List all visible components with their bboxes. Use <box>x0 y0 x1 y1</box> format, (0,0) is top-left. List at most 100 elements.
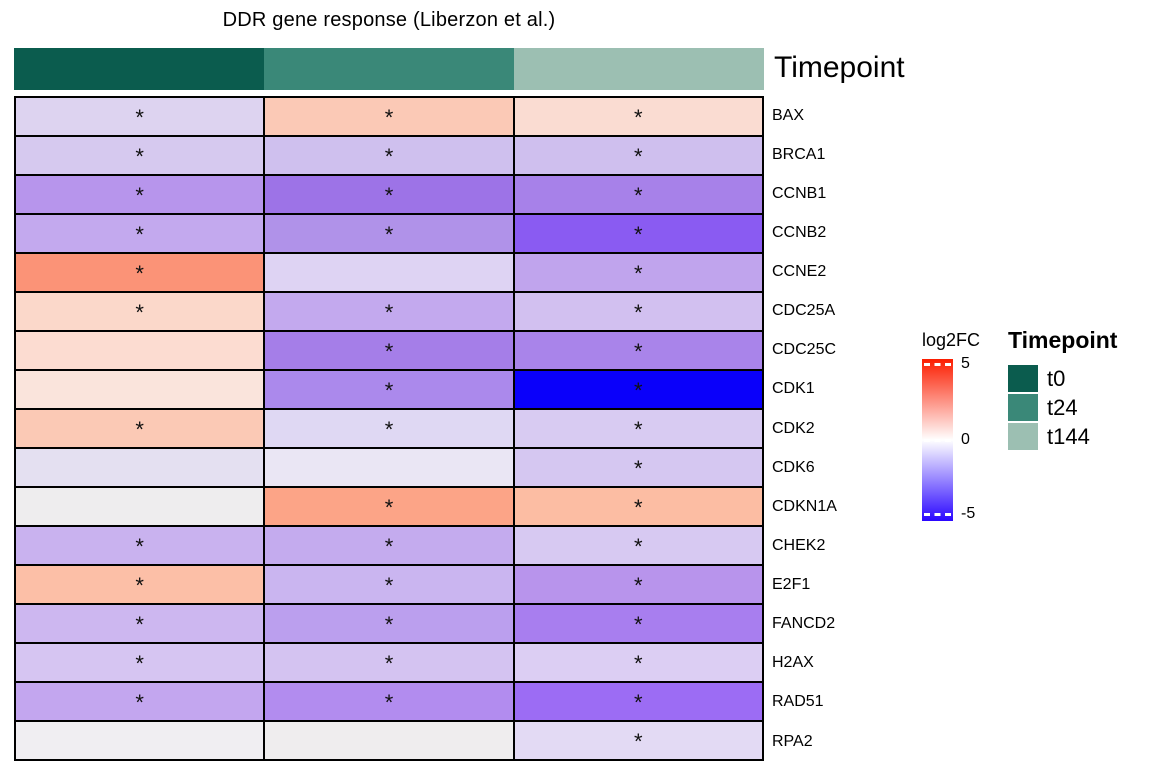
heatmap-cell-E2F1-t0: * <box>16 566 264 603</box>
heatmap-cell-CHEK2-t144: * <box>514 527 762 564</box>
significance-marker: * <box>634 728 643 754</box>
significance-marker: * <box>135 650 144 676</box>
colorbar-tick-dash <box>924 513 951 516</box>
heatmap-cell-BRCA1-t0: * <box>16 137 264 174</box>
heatmap-cell-H2AX-t0: * <box>16 644 264 681</box>
gene-label-CCNB1: CCNB1 <box>772 184 827 202</box>
gene-label-FANCD2: FANCD2 <box>772 615 836 633</box>
heatmap-cell-CCNB2-t0: * <box>16 215 264 252</box>
timepoint-label-t144: t144 <box>1047 424 1090 449</box>
heatmap-cell-H2AX-t24: * <box>265 644 513 681</box>
annotation-segment-t144 <box>514 48 764 90</box>
timepoint-legend-items: t0 t24 t144 <box>1008 365 1117 450</box>
significance-marker: * <box>634 455 643 481</box>
heatmap-cell-E2F1-t144: * <box>514 566 762 603</box>
heatmap-cell-CDK1-t24: * <box>265 371 513 408</box>
significance-marker: * <box>384 572 394 598</box>
significance-marker: * <box>135 533 144 559</box>
gene-label-CDK1: CDK1 <box>772 380 815 398</box>
timepoint-swatch-t24 <box>1008 394 1038 421</box>
significance-marker: * <box>384 533 394 559</box>
significance-marker: * <box>384 494 394 520</box>
heatmap-cell-RPA2-t0 <box>16 722 264 759</box>
timepoint-legend-title: Timepoint <box>1008 327 1118 353</box>
annotation-segment-t24 <box>264 48 514 90</box>
gene-label-H2AX: H2AX <box>772 654 814 672</box>
heatmap-cell-CDK2-t24: * <box>265 410 513 447</box>
colorbar-tick-label: 5 <box>961 355 970 372</box>
heatmap-cell-BAX-t24: * <box>265 98 513 135</box>
significance-marker: * <box>384 299 394 325</box>
significance-marker: * <box>634 182 643 208</box>
chart-title: DDR gene response (Liberzon et al.) <box>222 9 556 31</box>
significance-marker: * <box>135 416 144 442</box>
significance-marker: * <box>634 533 643 559</box>
significance-marker: * <box>135 143 144 169</box>
significance-marker: * <box>384 143 394 169</box>
gene-label-column: BAX BRCA1 CCNB1 CCNB2 CCNE2 CDC25A CDC25C CDK1 C… <box>772 96 837 761</box>
heatmap-cell-CCNE2-t0: * <box>16 254 264 291</box>
significance-marker: * <box>135 182 144 208</box>
significance-marker: * <box>135 104 144 130</box>
gene-label-RPA2: RPA2 <box>772 732 813 750</box>
heatmap-cell-CCNE2-t144: * <box>514 254 762 291</box>
colorbar-tick-dash <box>924 439 951 442</box>
significance-marker: * <box>384 416 394 442</box>
heatmap-cell-RAD51-t0: * <box>16 683 264 720</box>
significance-marker: * <box>634 260 643 286</box>
colorbar-tick-label: 0 <box>961 431 970 448</box>
timepoint-legend-item-t144: t144 <box>1008 423 1117 450</box>
heatmap-cell-CDC25A-t0: * <box>16 293 264 330</box>
significance-marker: * <box>135 572 144 598</box>
significance-marker: * <box>384 221 394 247</box>
heatmap-cell-CCNB1-t144: * <box>514 176 762 213</box>
heatmap-cell-FANCD2-t144: * <box>514 605 762 642</box>
heatmap-cell-FANCD2-t24: * <box>265 605 513 642</box>
timepoint-annotation-label: Timepoint <box>774 51 905 84</box>
gene-label-RAD51: RAD51 <box>772 693 824 711</box>
gene-label-CCNB2: CCNB2 <box>772 223 827 241</box>
heatmap-cell-BAX-t0: * <box>16 98 264 135</box>
significance-marker: * <box>384 650 394 676</box>
heatmap-cell-CDK6-t144: * <box>514 449 762 486</box>
significance-marker: * <box>135 299 144 325</box>
gene-label-CDC25A: CDC25A <box>772 302 836 320</box>
heatmap-cell-RPA2-t144: * <box>514 722 762 759</box>
gene-label-CDK6: CDK6 <box>772 458 815 476</box>
significance-marker: * <box>634 338 643 364</box>
log2fc-colorbar: 5 0 -5 <box>922 355 975 522</box>
heatmap-cell-CCNB1-t0: * <box>16 176 264 213</box>
heatmap-cell-CDK6-t24 <box>265 449 513 486</box>
heatmap-cell-CDK1-t0 <box>16 371 264 408</box>
significance-marker: * <box>135 221 144 247</box>
heatmap-cell-CCNB1-t24: * <box>265 176 513 213</box>
heatmap-cell-CCNB2-t144: * <box>514 215 762 252</box>
heatmap-cell-CHEK2-t0: * <box>16 527 264 564</box>
heatmap-cell-CDC25A-t24: * <box>265 293 513 330</box>
significance-marker: * <box>634 689 643 715</box>
gene-label-BAX: BAX <box>772 106 805 124</box>
significance-marker: * <box>634 572 643 598</box>
heatmap-cell-CDC25C-t144: * <box>514 332 762 369</box>
gene-label-CDK2: CDK2 <box>772 419 815 437</box>
significance-marker: * <box>634 494 643 520</box>
heatmap-cell-RPA2-t24 <box>265 722 513 759</box>
heatmap-cell-CDKN1A-t0 <box>16 488 264 525</box>
significance-marker: * <box>384 338 394 364</box>
gene-label-BRCA1: BRCA1 <box>772 145 826 163</box>
log2fc-legend: log2FC 5 0 -5 <box>922 330 980 522</box>
significance-marker: * <box>634 611 643 637</box>
gene-label-CHEK2: CHEK2 <box>772 536 826 554</box>
timepoint-label-t24: t24 <box>1047 395 1078 420</box>
significance-marker: * <box>135 689 144 715</box>
heatmap-cell-BRCA1-t144: * <box>514 137 762 174</box>
significance-marker: * <box>384 689 394 715</box>
timepoint-legend: Timepoint t0 t24 t144 <box>1008 327 1117 452</box>
timepoint-legend-item-t0: t0 <box>1008 365 1117 392</box>
gene-label-CDKN1A: CDKN1A <box>772 497 837 515</box>
heatmap-grid: * * * * * * * * * * * * * * * * * * * * * * * * * * * * * * * * * * * * * * * *… <box>14 96 764 761</box>
heatmap-cell-CDK1-t144: * <box>514 371 762 408</box>
heatmap-cell-CDKN1A-t24: * <box>265 488 513 525</box>
heatmap-cell-BAX-t144: * <box>514 98 762 135</box>
